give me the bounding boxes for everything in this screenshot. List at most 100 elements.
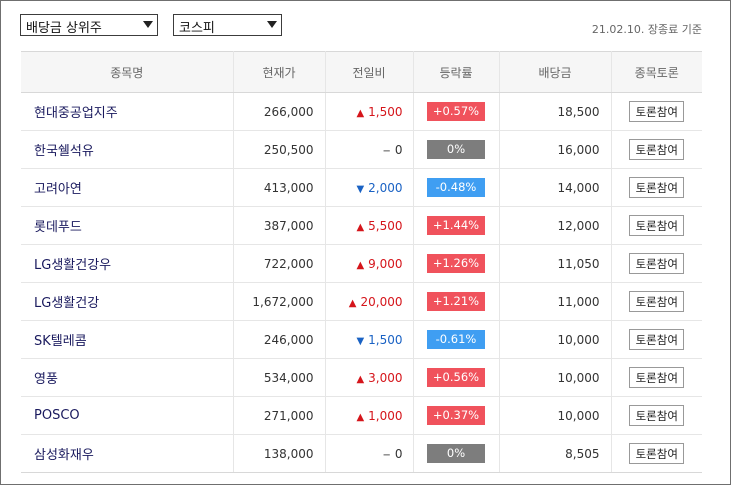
join-discussion-button[interactable]: 토론참여 — [629, 443, 685, 464]
join-discussion-button[interactable]: 토론참여 — [629, 101, 685, 122]
price-change-value: 2,000 — [368, 180, 403, 195]
change-rate-cell: +0.37% — [413, 396, 500, 435]
dividend-amount: 10,000 — [499, 396, 612, 435]
price-change-value: 3,000 — [368, 370, 403, 385]
price-change: −0 — [325, 130, 414, 169]
discussion-cell: 토론참여 — [611, 396, 702, 435]
column-header-change[interactable]: 전일비 — [325, 51, 414, 93]
change-rate-badge: +0.57% — [427, 102, 485, 121]
market-select[interactable]: 코스피 — [173, 14, 282, 36]
triangle-up-icon: ▲ — [356, 107, 365, 119]
price-change: ▼ 2,000 — [325, 168, 414, 207]
stock-name-link[interactable]: 영풍 — [21, 358, 234, 397]
join-discussion-button[interactable]: 토론참여 — [629, 329, 685, 350]
market-select-value: 코스피 — [179, 21, 215, 36]
table-row: SK텔레콤 246,000 ▼ 1,500 -0.61% 10,000 토론참여 — [21, 320, 702, 359]
triangle-up-icon: ▲ — [356, 259, 365, 271]
change-rate-badge: 0% — [427, 140, 485, 159]
sort-select[interactable]: 배당금 상위주 — [20, 14, 158, 36]
price-change-value: 1,500 — [368, 104, 403, 119]
current-price: 271,000 — [233, 396, 326, 435]
change-rate-cell: -0.48% — [413, 168, 500, 207]
table-row: LG생활건강우 722,000 ▲ 9,000 +1.26% 11,050 토론참여 — [21, 244, 702, 283]
column-header-discussion: 종목토론 — [611, 51, 702, 93]
price-change: ▲ 1,000 — [325, 396, 414, 435]
dividend-amount: 11,050 — [499, 244, 612, 283]
column-header-price[interactable]: 현재가 — [233, 51, 326, 93]
price-change: −0 — [325, 434, 414, 473]
stock-name-link[interactable]: 한국쉘석유 — [21, 130, 234, 169]
stock-name-link[interactable]: SK텔레콤 — [21, 320, 234, 359]
stock-name-link[interactable]: 현대중공업지주 — [21, 92, 234, 131]
change-rate-badge: -0.48% — [427, 178, 485, 197]
table-header-row: 종목명 현재가 전일비 등락률 배당금 종목토론 — [21, 51, 702, 93]
discussion-cell: 토론참여 — [611, 244, 702, 283]
join-discussion-button[interactable]: 토론참여 — [629, 139, 685, 160]
triangle-up-icon: ▲ — [356, 373, 365, 385]
table-row: 롯데푸드 387,000 ▲ 5,500 +1.44% 12,000 토론참여 — [21, 206, 702, 245]
current-price: 138,000 — [233, 434, 326, 473]
price-change: ▲ 1,500 — [325, 92, 414, 131]
price-change-value: 0 — [394, 446, 403, 461]
triangle-down-icon: ▼ — [356, 335, 365, 347]
triangle-up-icon: ▲ — [348, 297, 357, 309]
triangle-down-icon: ▼ — [356, 183, 365, 195]
change-rate-cell: +1.21% — [413, 282, 500, 321]
change-rate-cell: +1.44% — [413, 206, 500, 245]
discussion-cell: 토론참여 — [611, 282, 702, 321]
join-discussion-button[interactable]: 토론참여 — [629, 253, 685, 274]
price-change-value: 1,000 — [368, 408, 403, 423]
chevron-down-icon — [143, 21, 153, 28]
change-rate-cell: 0% — [413, 130, 500, 169]
dividend-amount: 18,500 — [499, 92, 612, 131]
discussion-cell: 토론참여 — [611, 434, 702, 473]
current-price: 266,000 — [233, 92, 326, 131]
table-row: 고려아연 413,000 ▼ 2,000 -0.48% 14,000 토론참여 — [21, 168, 702, 207]
current-price: 246,000 — [233, 320, 326, 359]
price-change: ▲ 9,000 — [325, 244, 414, 283]
change-rate-cell: -0.61% — [413, 320, 500, 359]
discussion-cell: 토론참여 — [611, 130, 702, 169]
current-price: 413,000 — [233, 168, 326, 207]
stock-name-link[interactable]: LG생활건강 — [21, 282, 234, 321]
table-row: 삼성화재우 138,000−0 0% 8,505 토론참여 — [21, 434, 702, 473]
column-header-name[interactable]: 종목명 — [21, 51, 234, 93]
change-rate-badge: +1.44% — [427, 216, 485, 235]
table-row: 현대중공업지주 266,000 ▲ 1,500 +0.57% 18,500 토론참여 — [21, 92, 702, 131]
chevron-down-icon — [267, 21, 277, 28]
change-rate-badge: -0.61% — [427, 330, 485, 349]
table-row: POSCO 271,000 ▲ 1,000 +0.37% 10,000 토론참여 — [21, 396, 702, 435]
current-price: 534,000 — [233, 358, 326, 397]
price-change-value: 1,500 — [368, 332, 403, 347]
table-row: 영풍 534,000 ▲ 3,000 +0.56% 10,000 토론참여 — [21, 358, 702, 397]
stock-name-link[interactable]: 삼성화재우 — [21, 434, 234, 473]
dividend-amount: 8,505 — [499, 434, 612, 473]
join-discussion-button[interactable]: 토론참여 — [629, 367, 685, 388]
stock-name-link[interactable]: POSCO — [21, 396, 234, 435]
change-rate-cell: +0.57% — [413, 92, 500, 131]
stock-name-link[interactable]: LG생활건강우 — [21, 244, 234, 283]
stock-name-link[interactable]: 고려아연 — [21, 168, 234, 207]
change-rate-badge: +0.56% — [427, 368, 485, 387]
change-rate-badge: 0% — [427, 444, 485, 463]
change-rate-cell: +0.56% — [413, 358, 500, 397]
join-discussion-button[interactable]: 토론참여 — [629, 405, 685, 426]
dividend-amount: 16,000 — [499, 130, 612, 169]
sort-select-value: 배당금 상위주 — [26, 21, 102, 36]
price-change-value: 5,500 — [368, 218, 403, 233]
change-rate-cell: 0% — [413, 434, 500, 473]
dividend-amount: 12,000 — [499, 206, 612, 245]
join-discussion-button[interactable]: 토론참여 — [629, 215, 685, 236]
dividend-amount: 14,000 — [499, 168, 612, 207]
stock-name-link[interactable]: 롯데푸드 — [21, 206, 234, 245]
dividend-amount: 10,000 — [499, 358, 612, 397]
join-discussion-button[interactable]: 토론참여 — [629, 177, 685, 198]
column-header-dividend[interactable]: 배당금 — [499, 51, 612, 93]
dash-icon: − — [382, 449, 391, 461]
price-change: ▲ 5,500 — [325, 206, 414, 245]
discussion-cell: 토론참여 — [611, 320, 702, 359]
discussion-cell: 토론참여 — [611, 92, 702, 131]
column-header-rate[interactable]: 등락률 — [413, 51, 500, 93]
join-discussion-button[interactable]: 토론참여 — [629, 291, 685, 312]
discussion-cell: 토론참여 — [611, 206, 702, 245]
